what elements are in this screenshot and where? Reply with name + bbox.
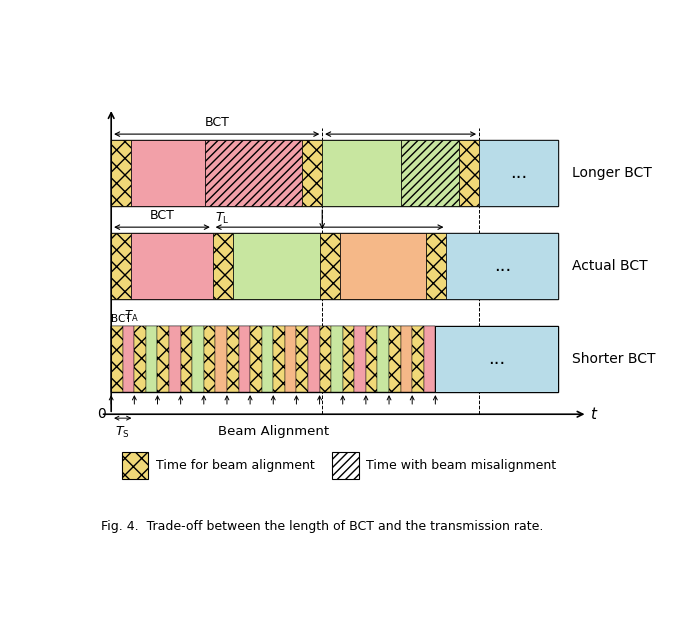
- Bar: [340, 233, 426, 299]
- Bar: [111, 233, 558, 299]
- Bar: [181, 326, 192, 392]
- Text: Actual BCT: Actual BCT: [572, 259, 647, 273]
- Bar: [366, 326, 378, 392]
- Text: Longer BCT: Longer BCT: [572, 166, 652, 180]
- Text: Fig. 4.  Trade-off between the length of BCT and the transmission rate.: Fig. 4. Trade-off between the length of …: [100, 520, 543, 534]
- Text: Time with beam misalignment: Time with beam misalignment: [367, 459, 557, 472]
- Bar: [233, 233, 320, 299]
- Bar: [401, 326, 412, 392]
- Bar: [169, 326, 181, 392]
- Bar: [146, 326, 158, 392]
- Bar: [227, 326, 238, 392]
- Bar: [424, 326, 435, 392]
- Bar: [446, 233, 559, 299]
- Text: BCT: BCT: [204, 116, 229, 129]
- Bar: [332, 452, 359, 479]
- Bar: [111, 326, 123, 392]
- Text: Shorter BCT: Shorter BCT: [572, 352, 655, 366]
- Bar: [459, 140, 479, 206]
- Bar: [158, 326, 169, 392]
- Bar: [205, 140, 302, 206]
- Bar: [323, 140, 401, 206]
- Bar: [479, 140, 558, 206]
- Bar: [111, 140, 131, 206]
- Text: $T_\mathrm{S}$: $T_\mathrm{S}$: [115, 425, 130, 440]
- Bar: [435, 326, 559, 392]
- Bar: [261, 326, 273, 392]
- Bar: [213, 233, 233, 299]
- Bar: [308, 326, 320, 392]
- Bar: [250, 326, 261, 392]
- Text: $T_\mathrm{A}$: $T_\mathrm{A}$: [124, 308, 139, 324]
- Text: BCT: BCT: [111, 314, 132, 324]
- Bar: [215, 326, 227, 392]
- Text: Beam Alignment: Beam Alignment: [218, 425, 329, 438]
- Bar: [343, 326, 354, 392]
- Bar: [273, 326, 285, 392]
- Bar: [331, 326, 343, 392]
- Text: ...: ...: [494, 257, 511, 275]
- Text: 0: 0: [97, 407, 106, 421]
- Bar: [238, 326, 250, 392]
- Bar: [401, 140, 459, 206]
- Bar: [204, 326, 215, 392]
- Text: Time for beam alignment: Time for beam alignment: [156, 459, 314, 472]
- Bar: [122, 452, 148, 479]
- Bar: [131, 140, 205, 206]
- Bar: [192, 326, 204, 392]
- Bar: [297, 326, 308, 392]
- Bar: [111, 233, 131, 299]
- Text: $T_\mathrm{L}$: $T_\mathrm{L}$: [215, 211, 230, 226]
- Text: ...: ...: [510, 164, 528, 182]
- Bar: [320, 233, 340, 299]
- Bar: [302, 140, 323, 206]
- Bar: [354, 326, 366, 392]
- Bar: [426, 233, 446, 299]
- Bar: [320, 326, 331, 392]
- Bar: [285, 326, 297, 392]
- Bar: [389, 326, 401, 392]
- Text: ...: ...: [488, 350, 506, 368]
- Bar: [123, 326, 134, 392]
- Bar: [111, 140, 558, 206]
- Bar: [134, 326, 146, 392]
- Bar: [111, 326, 558, 392]
- Text: $t$: $t$: [590, 406, 598, 422]
- Bar: [412, 326, 424, 392]
- Bar: [131, 233, 213, 299]
- Bar: [378, 326, 389, 392]
- Text: BCT: BCT: [149, 209, 175, 222]
